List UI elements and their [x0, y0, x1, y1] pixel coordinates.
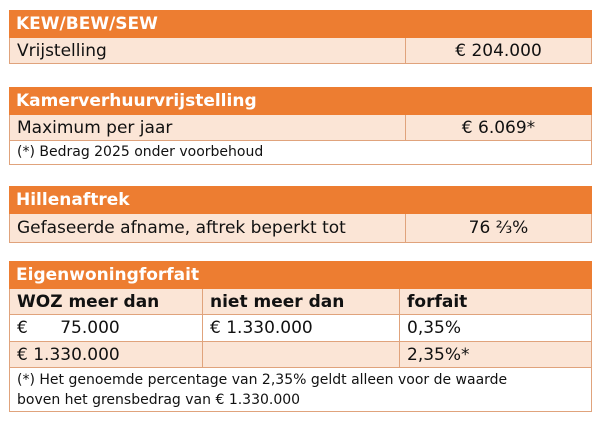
ewf-note-line2: boven het grensbedrag van € 1.330.000 [17, 392, 301, 408]
ewf-r1-max: € 1.330.000 [203, 315, 400, 341]
ewf-r2-forfait: 2,35%* [400, 342, 591, 367]
kew-row: Vrijstelling € 204.000 [9, 38, 592, 64]
hillen-value: 76 ⅔% [406, 214, 591, 242]
hillen-label: Gefaseerde afname, aftrek beperkt tot [10, 214, 406, 242]
hillen-section: Hillenaftrek Gefaseerde afname, aftrek b… [9, 186, 592, 243]
ewf-col-max: niet meer dan [203, 289, 400, 314]
kew-label: Vrijstelling [10, 38, 406, 63]
ewf-header-row: WOZ meer dan niet meer dan forfait [9, 289, 592, 315]
kew-section: KEW/BEW/SEW Vrijstelling € 204.000 [9, 10, 592, 64]
ewf-section: Eigenwoningforfait WOZ meer dan niet mee… [9, 261, 592, 412]
kamer-value: € 6.069* [406, 115, 591, 140]
ewf-title: Eigenwoningforfait [9, 261, 592, 289]
kamer-title: Kamerverhuurvrijstelling [9, 87, 592, 115]
table-row: € 1.330.000 2,35%* [9, 342, 592, 368]
kamer-row: Maximum per jaar € 6.069* [9, 115, 592, 141]
ewf-col-forfait: forfait [400, 289, 591, 314]
kew-title: KEW/BEW/SEW [9, 10, 592, 38]
kew-value: € 204.000 [406, 38, 591, 63]
hillen-row: Gefaseerde afname, aftrek beperkt tot 76… [9, 214, 592, 243]
table-row: € 75.000 € 1.330.000 0,35% [9, 315, 592, 342]
ewf-col-woz: WOZ meer dan [10, 289, 203, 314]
ewf-r2-woz: € 1.330.000 [10, 342, 203, 367]
kamer-note: (*) Bedrag 2025 onder voorbehoud [9, 141, 592, 165]
ewf-note: (*) Het genoemde percentage van 2,35% ge… [9, 368, 592, 412]
kamer-label: Maximum per jaar [10, 115, 406, 140]
ewf-r1-forfait: 0,35% [400, 315, 591, 341]
ewf-r1-woz: € 75.000 [10, 315, 203, 341]
ewf-r2-max [203, 342, 400, 367]
kamer-section: Kamerverhuurvrijstelling Maximum per jaa… [9, 87, 592, 165]
ewf-note-line1: (*) Het genoemde percentage van 2,35% ge… [17, 372, 508, 388]
hillen-title: Hillenaftrek [9, 186, 592, 214]
